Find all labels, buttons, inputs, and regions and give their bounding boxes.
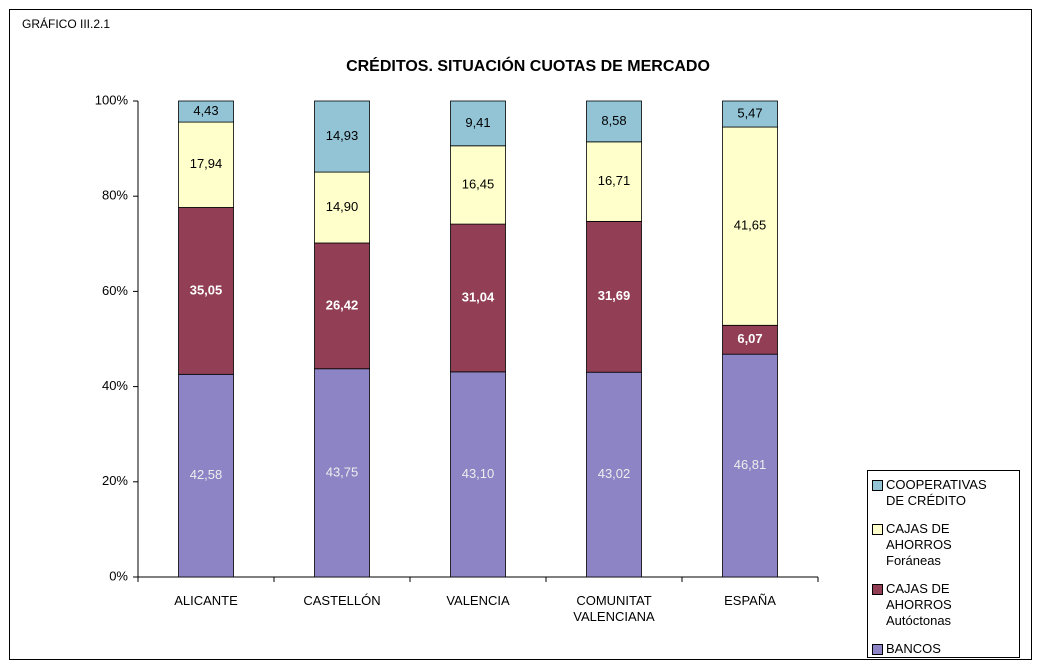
value-label: 41,65 (734, 218, 767, 233)
value-label: 5,47 (737, 105, 762, 120)
bar-segment (314, 242, 370, 370)
legend: COOPERATIVAS DE CRÉDITO CAJAS DE AHORROS … (867, 470, 1020, 658)
bar-segment (178, 121, 234, 208)
legend-item: CAJAS DE AHORROS Autóctonas (872, 581, 1015, 629)
chart-label: GRÁFICO III.2.1 (22, 16, 110, 31)
value-label: 16,45 (462, 176, 495, 191)
bar-segment (450, 371, 506, 578)
bar-segment (586, 220, 642, 373)
value-label: 26,42 (326, 297, 359, 312)
value-label: 43,10 (462, 466, 495, 481)
bar-segment (450, 100, 506, 147)
legend-label: CAJAS DE AHORROS Autóctonas (886, 581, 952, 628)
frame (9, 9, 1032, 660)
y-tick-label: 60% (102, 283, 128, 298)
value-label: 14,93 (326, 128, 359, 143)
value-label: 4,43 (193, 103, 218, 118)
legend-label: BANCOS (886, 641, 941, 656)
value-label: 43,75 (326, 464, 359, 479)
y-tick-label: 80% (102, 188, 128, 203)
value-label: 14,90 (326, 199, 359, 214)
bar-segment (722, 324, 778, 355)
y-tick-label: 40% (102, 378, 128, 393)
bar-segment (450, 145, 506, 225)
bar-segment (586, 100, 642, 143)
legend-label: COOPERATIVAS DE CRÉDITO (886, 477, 987, 508)
x-tick-label: CASTELLÓN (303, 593, 381, 608)
y-tick-label: 100% (95, 92, 129, 107)
bar-segment (314, 368, 370, 578)
bar-segment (178, 373, 234, 578)
legend-swatch (872, 644, 883, 655)
value-label: 9,41 (465, 115, 490, 130)
x-tick-label: COMUNITAT VALENCIANA (573, 593, 655, 624)
x-tick-label: ALICANTE (174, 593, 238, 608)
legend-label: CAJAS DE AHORROS Foráneas (886, 521, 952, 568)
bar-segment (722, 126, 778, 326)
bar-segment (178, 100, 234, 123)
legend-swatch (872, 480, 883, 491)
x-tick-label: VALENCIA (446, 593, 510, 608)
bar-segment (722, 100, 778, 128)
bar-segment (314, 100, 370, 173)
chart-title: CRÉDITOS. SITUACIÓN CUOTAS DE MERCADO (346, 56, 710, 75)
value-label: 17,94 (190, 156, 223, 171)
value-label: 42,58 (190, 467, 223, 482)
bar-segment (178, 207, 234, 375)
legend-swatch (872, 584, 883, 595)
y-tick-label: 20% (102, 473, 128, 488)
bar-segment (586, 141, 642, 222)
value-label: 16,71 (598, 173, 631, 188)
value-label: 46,81 (734, 457, 767, 472)
value-label: 31,04 (462, 289, 495, 304)
value-label: 6,07 (737, 331, 762, 346)
value-label: 31,69 (598, 288, 631, 303)
value-label: 43,02 (598, 466, 631, 481)
legend-item: BANCOS (872, 641, 1015, 657)
y-tick-label: 0% (109, 568, 128, 583)
legend-swatch (872, 524, 883, 535)
x-tick-label: ESPAÑA (724, 593, 776, 608)
bar-segment (314, 171, 370, 244)
value-label: 35,05 (190, 282, 223, 297)
bar-segment (450, 223, 506, 373)
legend-item: COOPERATIVAS DE CRÉDITO (872, 477, 1015, 509)
legend-item: CAJAS DE AHORROS Foráneas (872, 521, 1015, 569)
bar-segment (722, 353, 778, 578)
value-label: 8,58 (601, 113, 626, 128)
